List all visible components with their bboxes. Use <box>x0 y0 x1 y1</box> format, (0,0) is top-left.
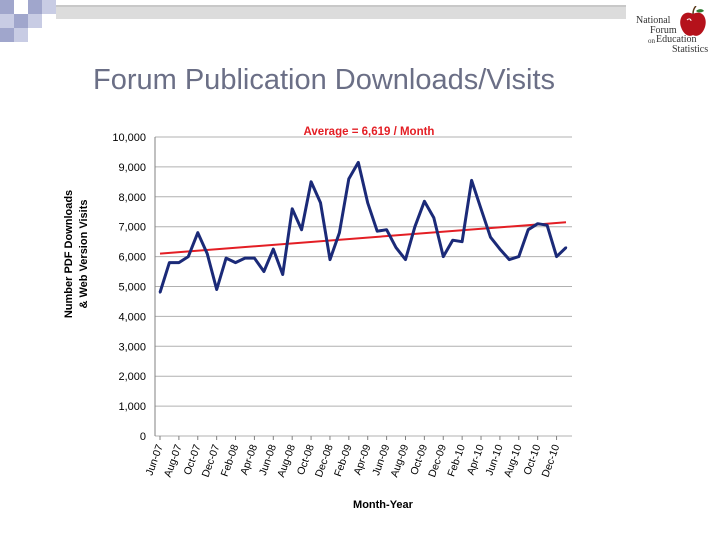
logo-word-4: Education <box>656 34 697 45</box>
gridlines <box>154 136 572 437</box>
y-tick-label: 1,000 <box>118 401 146 413</box>
data-point <box>460 240 464 243</box>
data-point <box>177 261 181 264</box>
apple-icon <box>680 6 706 36</box>
data-point <box>423 200 426 203</box>
y-tick-label: 6,000 <box>118 252 146 264</box>
y-axis-title-line1: Number PDF Downloads <box>63 190 75 318</box>
slide-title: Forum Publication Downloads/Visits <box>93 64 556 96</box>
logo-word-2: Forum <box>650 25 677 36</box>
y-tick-label: 5,000 <box>118 282 146 294</box>
y-tick-label: 10,000 <box>112 132 146 144</box>
data-point <box>366 201 369 204</box>
data-point <box>527 228 530 231</box>
data-point <box>224 256 228 260</box>
y-tick-label: 2,000 <box>118 371 146 383</box>
data-point <box>290 207 294 210</box>
logo-word-1: National <box>636 15 671 26</box>
data-point <box>470 179 473 182</box>
data-point <box>479 207 483 210</box>
data-point <box>357 161 360 164</box>
y-axis-title-line2: & Web Version Visits <box>78 199 90 308</box>
data-point <box>413 225 417 228</box>
data-point <box>564 246 568 249</box>
data-point <box>555 255 558 258</box>
data-point <box>404 258 407 261</box>
data-point <box>300 228 303 231</box>
data-point <box>168 261 171 264</box>
data-point <box>517 255 520 258</box>
data-point <box>158 291 162 294</box>
data-point <box>338 231 341 234</box>
chart-title: Average = 6,619 / Month <box>304 126 435 138</box>
x-axis-ticks: Jun-07Aug-07Oct-07Dec-07Feb-08Apr-08Jun-… <box>144 436 562 479</box>
y-tick-label: 8,000 <box>118 192 146 204</box>
data-point <box>309 180 313 184</box>
y-axis-ticks: 10,000 9,000 8,000 7,000 6,000 5,000 4,000 3,00… <box>112 132 146 443</box>
data-point <box>272 247 275 251</box>
logo-word-3: on <box>648 37 655 45</box>
average-trend-line <box>159 221 567 255</box>
x-axis-title: Month-Year <box>353 499 414 511</box>
data-point <box>187 255 190 258</box>
data-point <box>442 255 445 258</box>
data-point <box>234 261 237 264</box>
corner-squares-decoration <box>0 0 626 42</box>
y-tick-label: 3,000 <box>118 341 146 353</box>
data-point <box>536 222 539 225</box>
data-point <box>243 256 247 260</box>
data-point <box>215 288 218 291</box>
data-point <box>206 252 209 255</box>
data-point <box>508 258 511 261</box>
data-point <box>451 238 454 242</box>
data-point <box>262 270 266 273</box>
data-point <box>196 231 199 234</box>
data-point <box>489 235 492 239</box>
data-point <box>253 256 256 260</box>
data-point <box>385 228 388 231</box>
y-tick-label: 9,000 <box>118 162 146 174</box>
data-point <box>281 273 284 276</box>
logo-word-5: Statistics <box>672 44 709 55</box>
data-point <box>375 229 379 233</box>
data-point <box>498 247 502 251</box>
data-point <box>328 258 332 261</box>
data-point <box>347 177 351 181</box>
forum-logo: National Forum on Education Statistics <box>628 6 716 58</box>
data-point <box>545 224 549 227</box>
data-point <box>432 216 436 219</box>
data-point <box>319 201 322 204</box>
y-tick-label: 7,000 <box>118 222 146 234</box>
y-tick-label: 4,000 <box>118 311 146 323</box>
data-point <box>394 246 398 249</box>
y-tick-label: 0 <box>140 431 146 443</box>
series-group <box>158 160 568 294</box>
downloads-series-line <box>158 160 568 293</box>
